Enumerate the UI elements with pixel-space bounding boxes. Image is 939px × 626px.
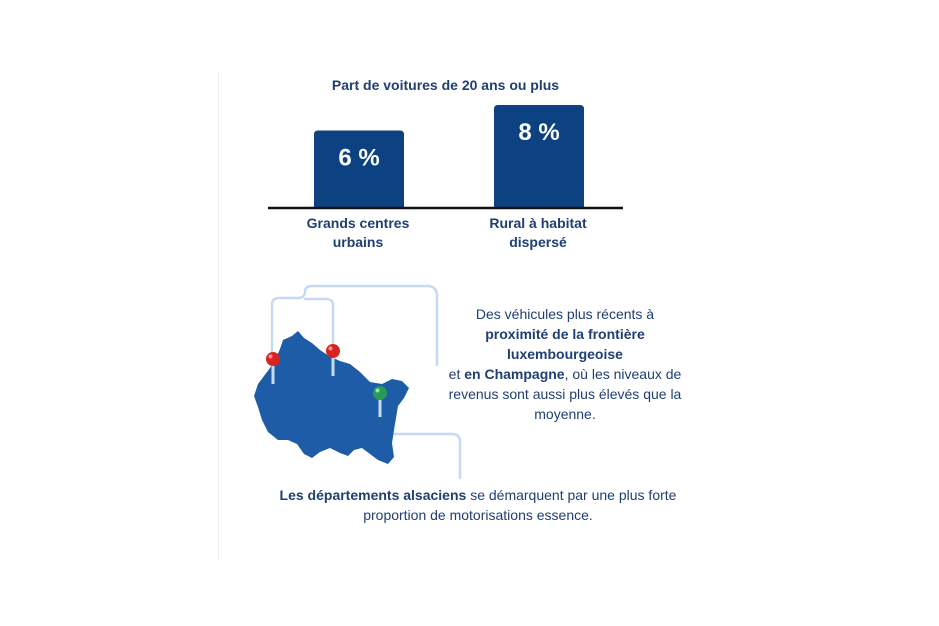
connector-line-champagne: [303, 297, 335, 354]
alsace-annotation: Les départements alsaciens se démarquent…: [279, 487, 677, 523]
bar-0: [314, 130, 404, 207]
bar-1: [494, 105, 584, 207]
divider-line: [218, 72, 219, 560]
chart-title: Part de voitures de 20 ans ou plus: [331, 77, 560, 93]
frontier-annotation: Des véhicules plus récents à proximité d…: [448, 306, 682, 422]
location-pin-icon: [373, 386, 387, 417]
bar-value-label-0: 6 %: [338, 145, 379, 172]
connector-line-frontier: [270, 284, 439, 367]
region-shape: [254, 331, 409, 464]
location-pin-icon: [266, 352, 280, 384]
category-label-rural: Rural à habitat dispersé: [489, 215, 587, 250]
category-label-urban: Grands centres urbains: [306, 215, 410, 250]
bar-value-label-1: 8 %: [518, 119, 559, 146]
location-pin-icon: [326, 344, 340, 376]
